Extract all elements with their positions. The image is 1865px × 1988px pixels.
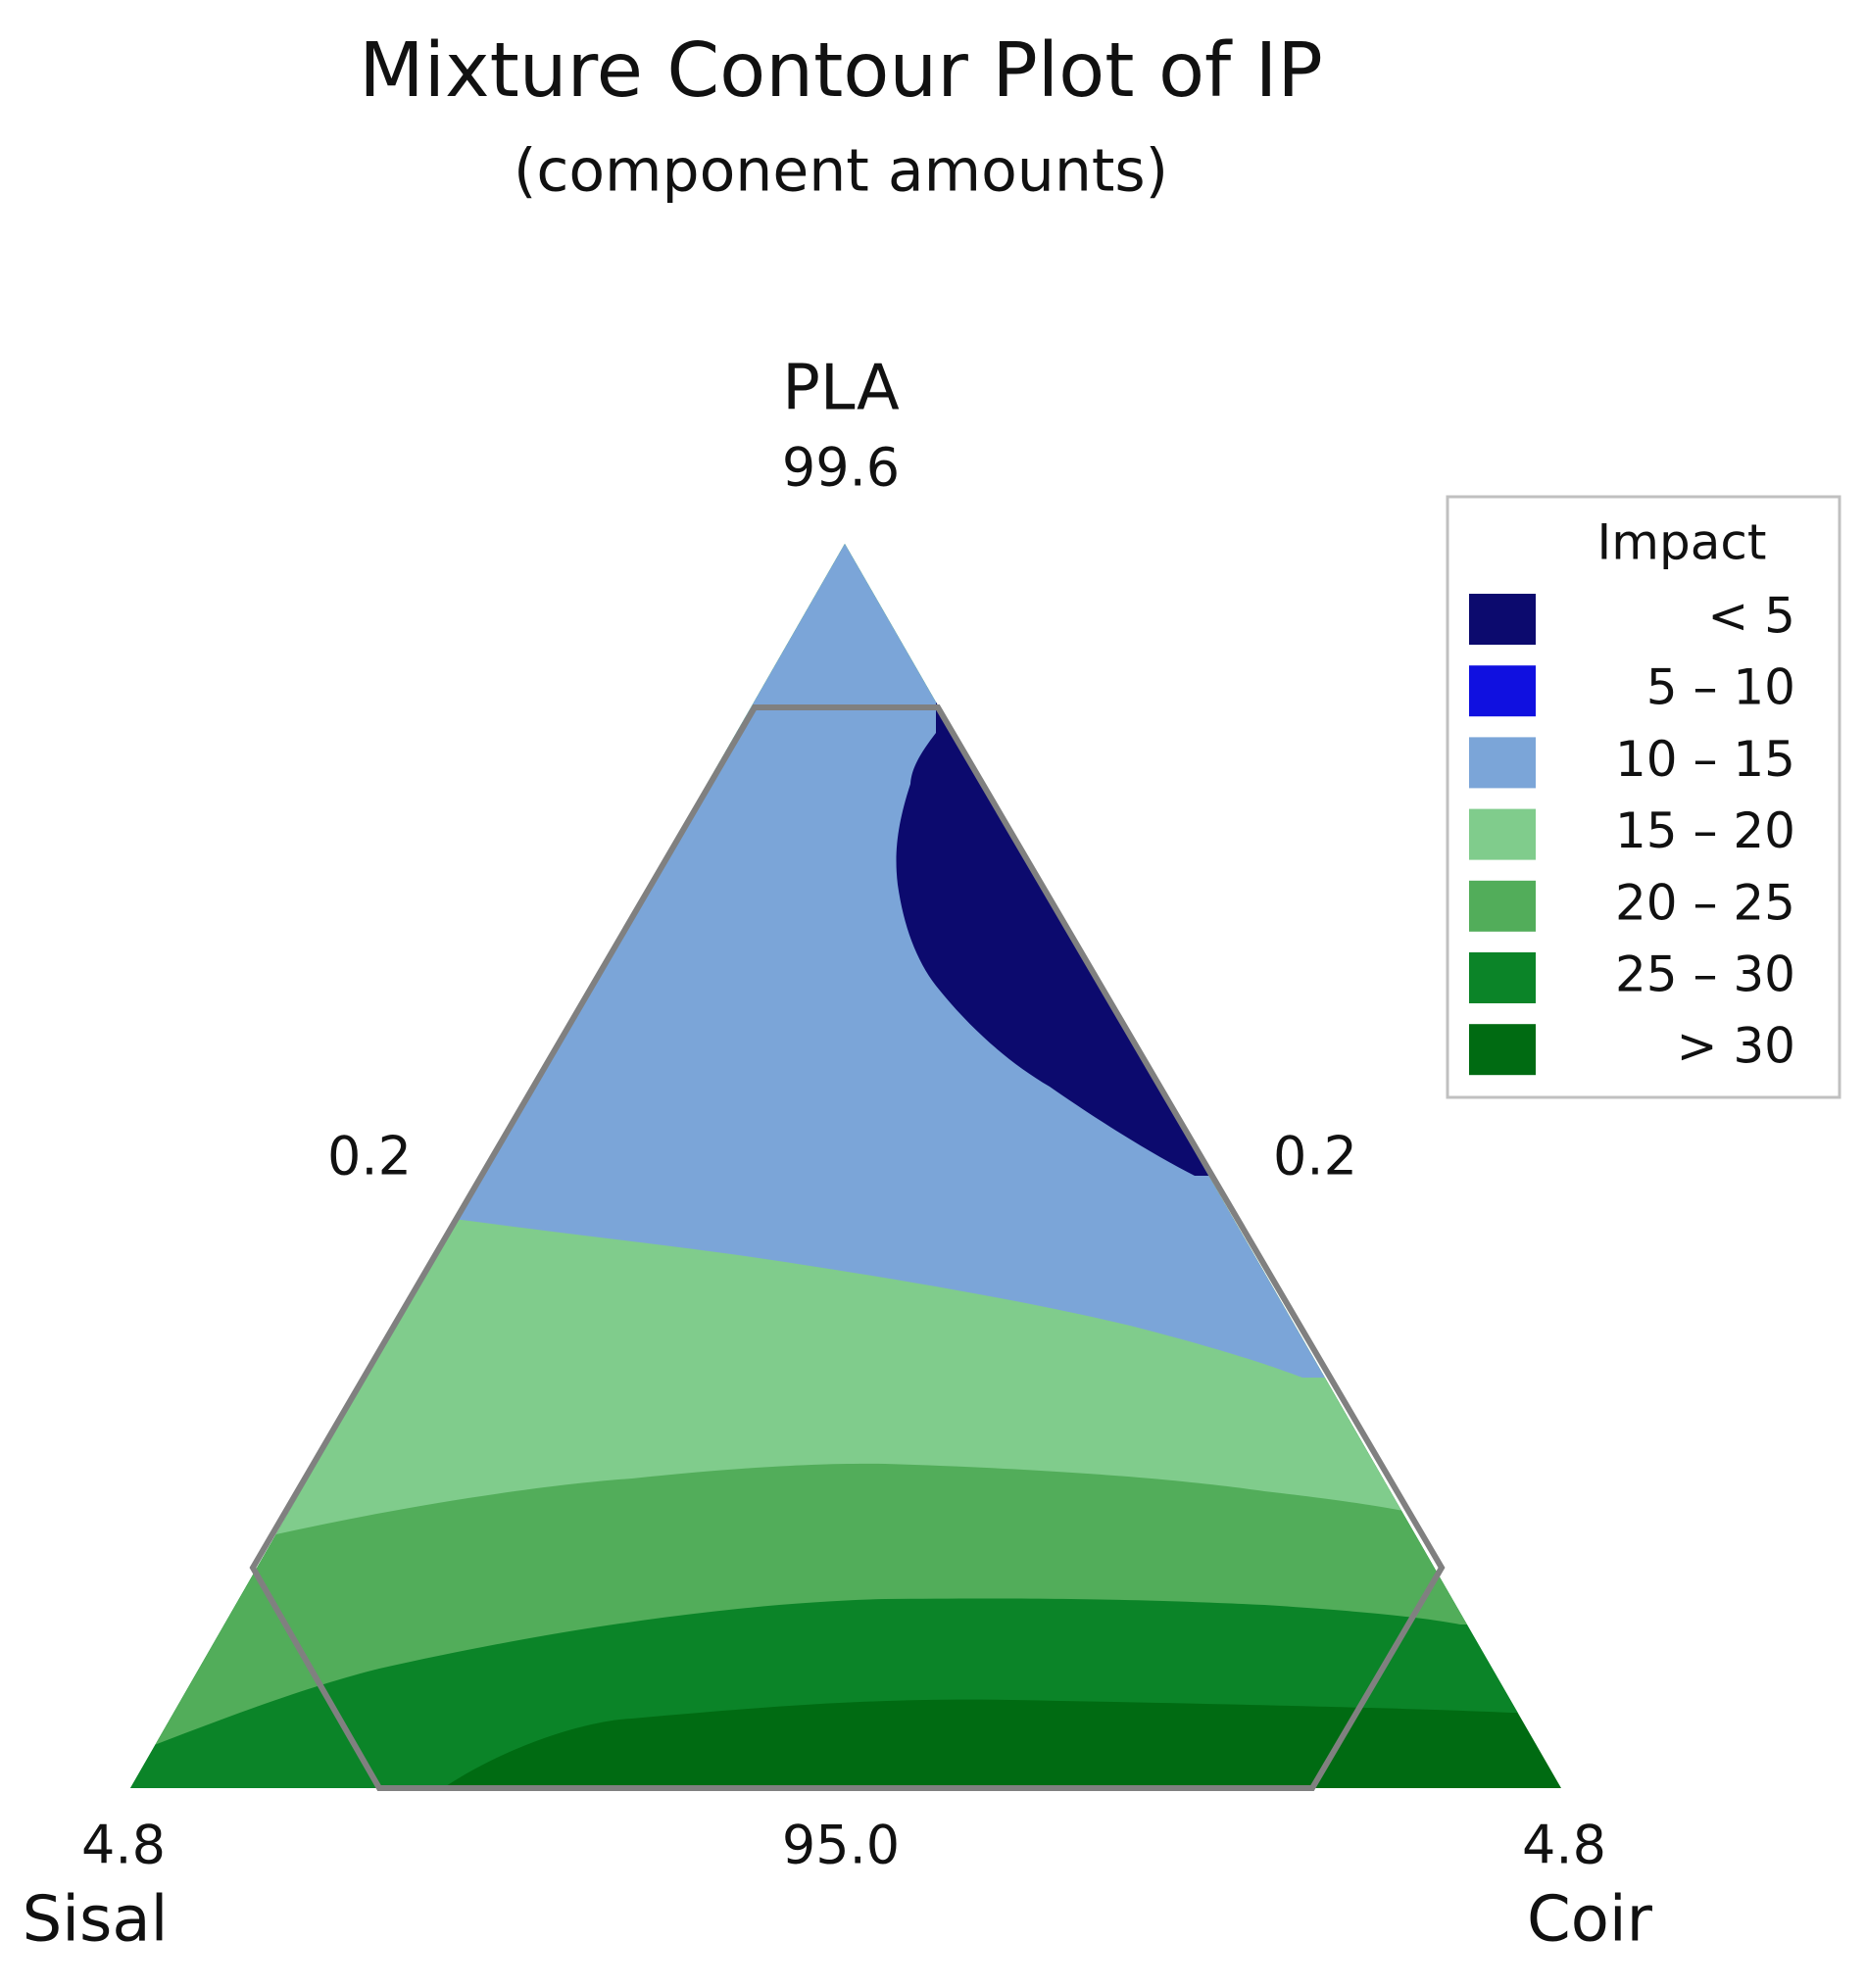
vertex-name: Coir [1527, 1884, 1653, 1957]
legend-swatch [1469, 737, 1536, 789]
legend-swatch [1469, 880, 1536, 932]
legend-label: 15 – 20 [1615, 802, 1795, 859]
legend-label: > 30 [1677, 1018, 1795, 1075]
vertex-name: Sisal [23, 1884, 169, 1957]
chart-title: Mixture Contour Plot of IP [359, 27, 1323, 115]
constraint-region [249, 704, 1446, 1791]
edge-label: 0.2 [327, 1126, 412, 1188]
edge-label: 95.0 [782, 1815, 900, 1876]
legend-title: Impact [1597, 514, 1767, 571]
legend-swatch [1469, 1024, 1536, 1076]
legend-label: 20 – 25 [1615, 874, 1795, 931]
vertex-value: 99.6 [782, 437, 900, 499]
vertex-value: 4.8 [81, 1815, 166, 1876]
legend-swatch [1469, 952, 1536, 1003]
legend-label: 10 – 15 [1615, 731, 1795, 788]
legend-swatch [1469, 594, 1536, 645]
legend-swatch [1469, 808, 1536, 860]
vertex-value: 4.8 [1522, 1815, 1606, 1876]
vertex-name: PLA [782, 353, 900, 425]
legend-swatch [1469, 665, 1536, 717]
legend-label: 5 – 10 [1646, 659, 1795, 716]
legend-label: < 5 [1707, 588, 1795, 645]
legend-label: 25 – 30 [1615, 946, 1795, 1003]
edge-label: 0.2 [1273, 1126, 1357, 1188]
legend: Impact < 5 5 – 10 10 – 15 15 – 20 20 – 25 25 … [1446, 495, 1841, 1099]
chart-subtitle: (component amounts) [514, 137, 1168, 206]
